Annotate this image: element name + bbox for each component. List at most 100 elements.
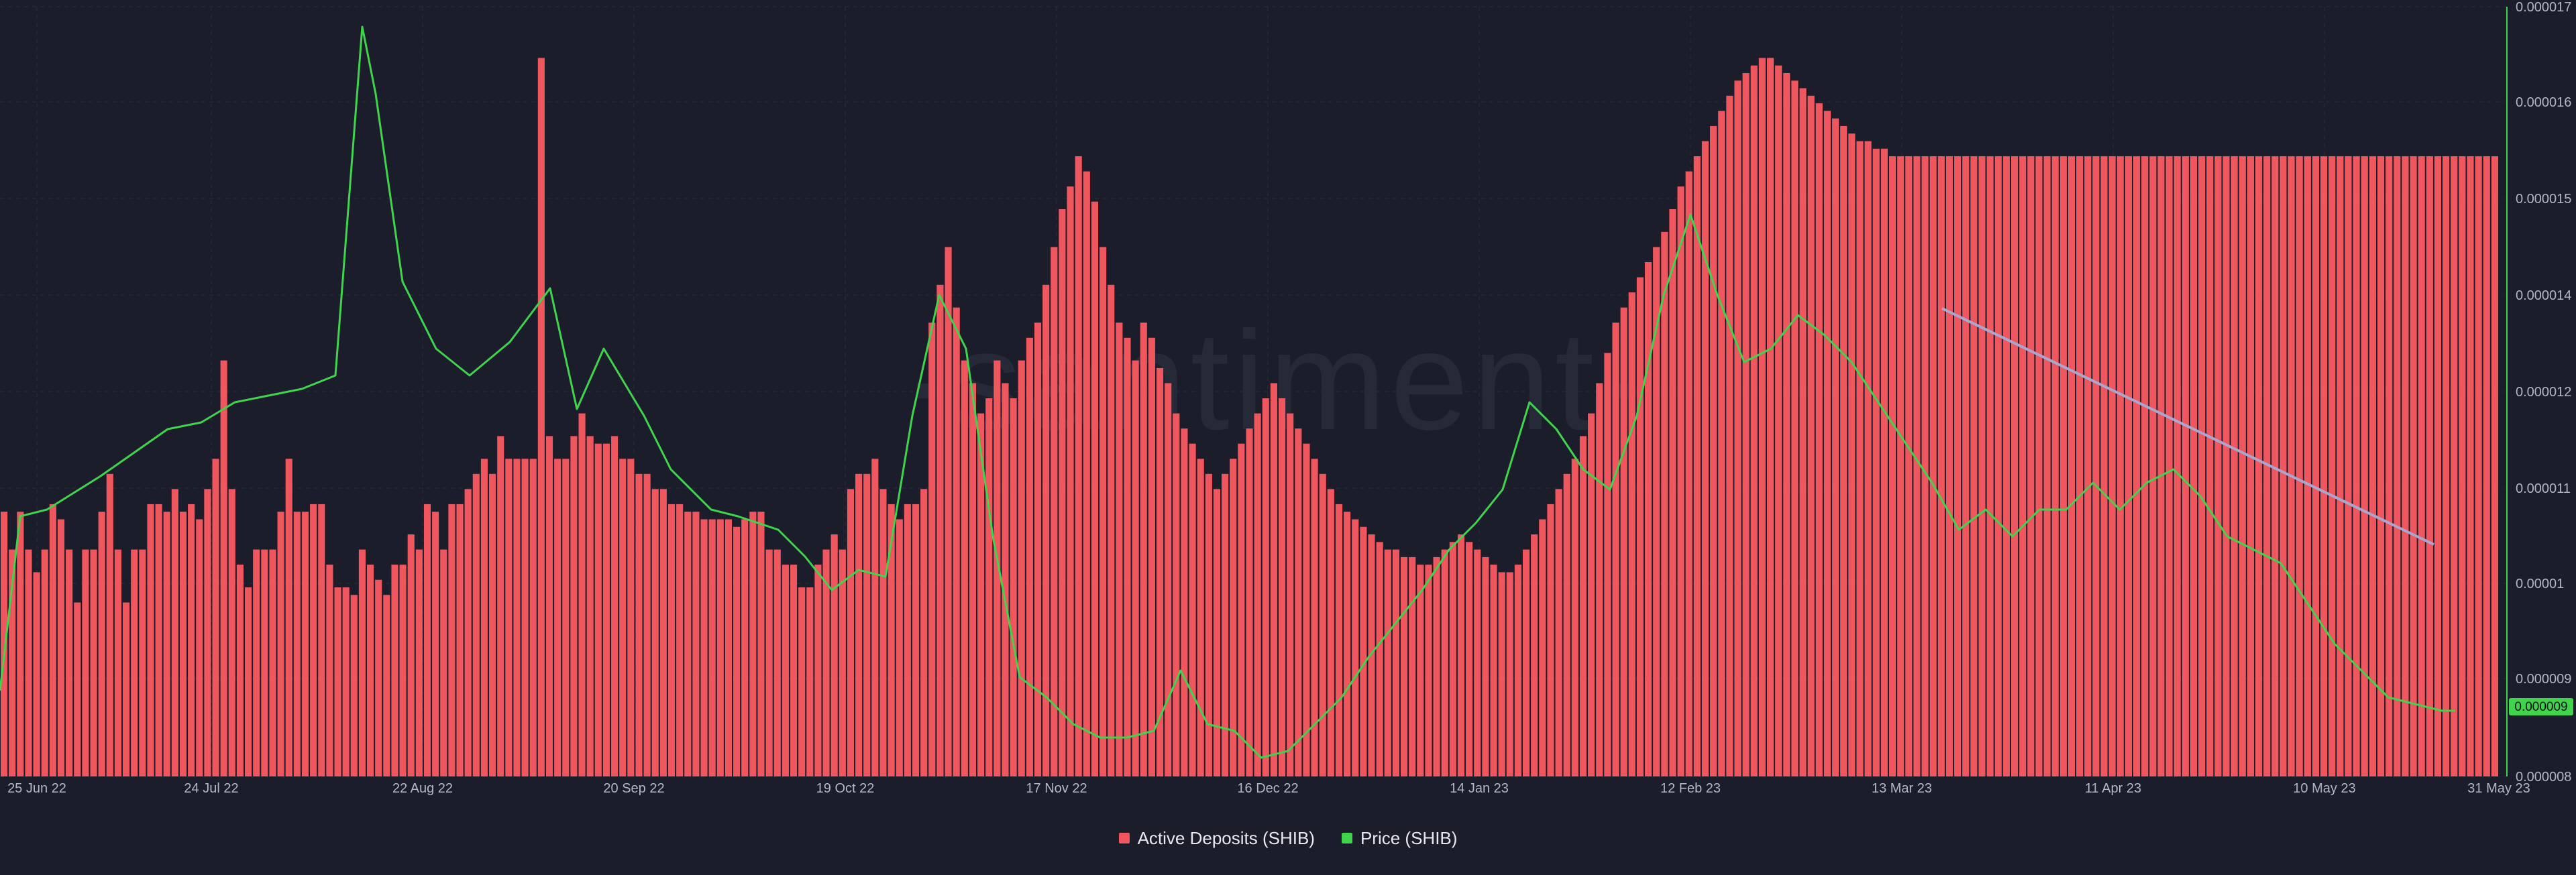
bar[interactable] <box>1335 504 1343 776</box>
bar[interactable] <box>1238 443 1245 776</box>
bar[interactable] <box>2214 156 2222 777</box>
bar[interactable] <box>1555 489 1562 776</box>
bar[interactable] <box>1026 337 1033 776</box>
bar[interactable] <box>708 519 716 776</box>
bar[interactable] <box>1482 557 1489 776</box>
bar[interactable] <box>871 459 879 776</box>
bar[interactable] <box>245 587 252 776</box>
bar[interactable] <box>1303 443 1310 776</box>
bar[interactable] <box>513 459 521 776</box>
bar[interactable] <box>1246 428 1253 776</box>
bar[interactable] <box>2369 156 2376 777</box>
bar[interactable] <box>920 489 928 776</box>
bar[interactable] <box>554 459 561 776</box>
bar[interactable] <box>2239 156 2246 777</box>
bar[interactable] <box>326 565 333 776</box>
bar[interactable] <box>741 519 749 776</box>
bar[interactable] <box>1815 103 1823 776</box>
bar[interactable] <box>432 512 439 776</box>
bar[interactable] <box>2320 156 2328 777</box>
bar[interactable] <box>1937 156 1945 777</box>
bar[interactable] <box>757 512 765 776</box>
bar[interactable] <box>1116 323 1123 776</box>
bar[interactable] <box>66 549 73 776</box>
bar[interactable] <box>2426 156 2433 777</box>
bar[interactable] <box>1213 489 1221 776</box>
bar[interactable] <box>2271 156 2279 777</box>
bar[interactable] <box>879 489 887 776</box>
bar[interactable] <box>684 512 692 776</box>
bar[interactable] <box>25 549 32 776</box>
bar[interactable] <box>1287 413 1294 776</box>
bar[interactable] <box>2084 156 2092 777</box>
bar[interactable] <box>1368 534 1375 776</box>
bar[interactable] <box>163 512 170 776</box>
bar[interactable] <box>220 360 227 776</box>
bar[interactable] <box>2206 156 2214 777</box>
bar[interactable] <box>1710 125 1717 777</box>
bar[interactable] <box>2353 156 2360 777</box>
bar[interactable] <box>82 549 89 776</box>
bar[interactable] <box>700 519 708 776</box>
bar[interactable] <box>537 58 545 776</box>
bar[interactable] <box>285 459 292 776</box>
legend-item-price[interactable]: Price (SHIB) <box>1341 828 1457 849</box>
bar[interactable] <box>2019 156 2027 777</box>
bar[interactable] <box>1766 58 1774 776</box>
bar[interactable] <box>1832 118 1839 776</box>
bar[interactable] <box>790 565 798 776</box>
bar[interactable] <box>2059 156 2067 777</box>
bar[interactable] <box>2190 156 2198 777</box>
bar[interactable] <box>985 398 993 776</box>
bar[interactable] <box>798 587 806 776</box>
bar[interactable] <box>724 519 733 776</box>
bar[interactable] <box>293 512 301 776</box>
bar[interactable] <box>497 436 504 776</box>
bar[interactable] <box>1327 489 1334 776</box>
bar[interactable] <box>961 360 968 776</box>
bar[interactable] <box>1970 156 1978 777</box>
bar[interactable] <box>456 504 464 776</box>
bar[interactable] <box>399 565 407 776</box>
bar[interactable] <box>1571 459 1578 776</box>
bar[interactable] <box>1400 557 1408 776</box>
bar[interactable] <box>1701 141 1709 777</box>
bar[interactable] <box>1124 337 1131 776</box>
bar[interactable] <box>2345 156 2352 777</box>
bar[interactable] <box>196 519 203 776</box>
bar[interactable] <box>1653 247 1660 776</box>
bar[interactable] <box>1181 428 1188 776</box>
bar[interactable] <box>423 504 431 776</box>
bar[interactable] <box>1262 398 1269 776</box>
bar[interactable] <box>301 512 309 776</box>
bar[interactable] <box>716 519 724 776</box>
bar[interactable] <box>204 489 211 776</box>
bar[interactable] <box>1449 542 1456 776</box>
bar[interactable] <box>1742 72 1750 777</box>
bar[interactable] <box>1270 383 1277 776</box>
bar[interactable] <box>1 512 8 776</box>
bar[interactable] <box>1685 171 1693 777</box>
bar[interactable] <box>1547 504 1554 776</box>
bar[interactable] <box>1848 133 1856 776</box>
bar[interactable] <box>334 587 341 776</box>
bar[interactable] <box>9 549 16 776</box>
bar[interactable] <box>1034 323 1042 776</box>
bar[interactable] <box>98 512 105 776</box>
bar[interactable] <box>1490 565 1497 776</box>
bar[interactable] <box>627 459 635 776</box>
bar[interactable] <box>505 459 513 776</box>
bar[interactable] <box>2443 156 2450 777</box>
bar[interactable] <box>1522 549 1530 776</box>
bar[interactable] <box>2328 156 2336 777</box>
bar[interactable] <box>2475 156 2482 777</box>
bar[interactable] <box>822 549 830 776</box>
bar[interactable] <box>1165 383 1172 776</box>
bar[interactable] <box>1531 534 1538 776</box>
bar[interactable] <box>106 473 113 776</box>
bar[interactable] <box>407 534 415 776</box>
bar[interactable] <box>57 519 65 776</box>
bar[interactable] <box>643 473 651 776</box>
bar[interactable] <box>969 383 977 776</box>
bar[interactable] <box>1059 209 1066 776</box>
